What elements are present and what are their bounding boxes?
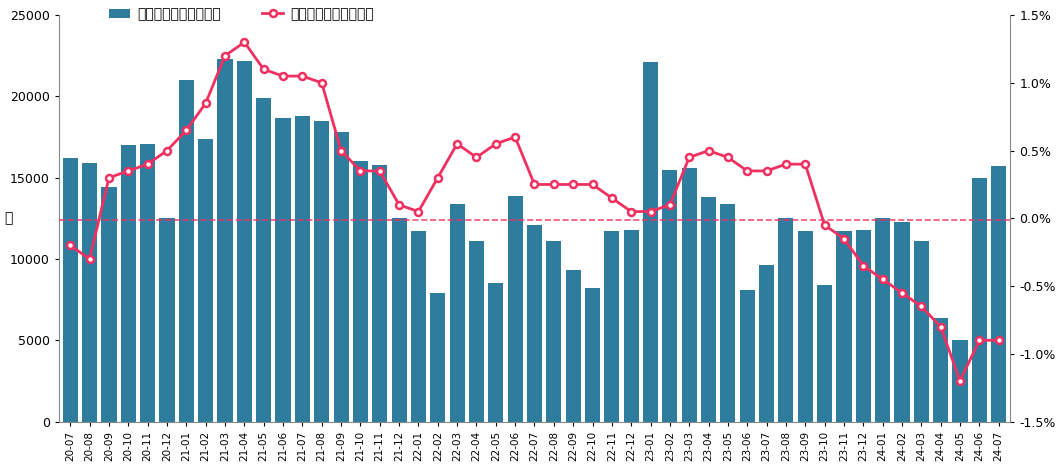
Bar <box>334 132 349 422</box>
Bar <box>895 222 909 422</box>
Bar <box>798 232 813 422</box>
Bar <box>372 165 387 422</box>
Bar <box>817 285 832 422</box>
Bar <box>217 59 232 422</box>
Y-axis label: 套: 套 <box>4 211 13 226</box>
Bar <box>198 139 213 422</box>
Bar <box>179 80 194 422</box>
Bar <box>701 197 717 422</box>
Bar <box>391 219 407 422</box>
Bar <box>546 241 562 422</box>
Bar <box>778 219 794 422</box>
Bar <box>314 121 330 422</box>
Bar <box>836 232 851 422</box>
Bar <box>353 161 368 422</box>
Bar <box>508 196 523 422</box>
Bar <box>759 266 774 422</box>
Bar <box>855 230 871 422</box>
Bar <box>876 219 890 422</box>
Bar <box>276 118 290 422</box>
Bar <box>972 178 987 422</box>
Bar <box>82 163 98 422</box>
Bar <box>295 116 310 422</box>
Bar <box>953 340 968 422</box>
Legend: 北京二手住宅成交套数, 北京二手住宅价格环比: 北京二手住宅成交套数, 北京二手住宅价格环比 <box>104 2 379 27</box>
Bar <box>140 144 155 422</box>
Bar <box>682 168 696 422</box>
Bar <box>721 204 736 422</box>
Bar <box>489 283 504 422</box>
Bar <box>121 145 136 422</box>
Bar <box>914 241 929 422</box>
Bar <box>740 290 755 422</box>
Bar <box>63 158 77 422</box>
Bar <box>643 62 658 422</box>
Bar <box>411 232 426 422</box>
Bar <box>585 288 600 422</box>
Bar <box>236 60 252 422</box>
Bar <box>159 219 175 422</box>
Bar <box>527 225 542 422</box>
Bar <box>449 204 464 422</box>
Bar <box>102 187 117 422</box>
Bar <box>566 270 581 422</box>
Bar <box>662 170 677 422</box>
Bar <box>604 232 619 422</box>
Bar <box>623 230 639 422</box>
Bar <box>991 166 1006 422</box>
Bar <box>469 241 484 422</box>
Bar <box>257 98 271 422</box>
Bar <box>430 293 445 422</box>
Bar <box>933 318 949 422</box>
